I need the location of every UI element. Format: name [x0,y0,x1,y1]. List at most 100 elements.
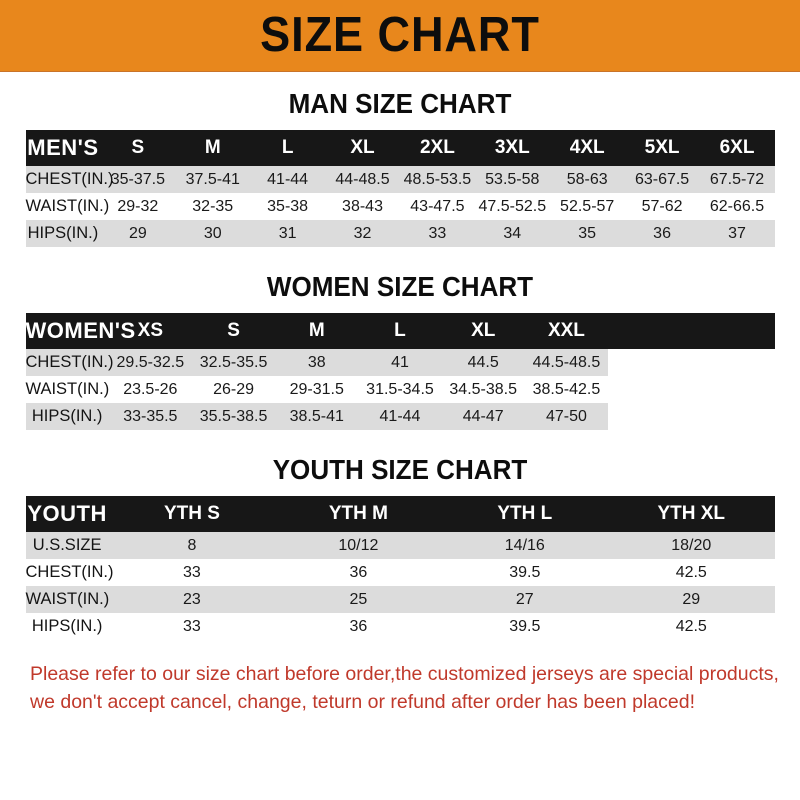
youth-ussize-m: 10/12 [275,532,442,559]
women-table-body: WOMEN'S XS S M L XL XXL CHEST(IN.) 29.5-… [25,313,775,430]
youth-waist-xl: 29 [608,586,775,613]
men-chest-5xl: 63-67.5 [624,166,700,193]
men-table-body: MEN'S S M L XL 2XL 3XL 4XL 5XL 6XL CHEST… [25,130,775,247]
men-size-table: MEN'S S M L XL 2XL 3XL 4XL 5XL 6XL CHEST… [25,130,775,247]
women-hips-s: 35.5-38.5 [191,403,276,430]
men-col-m: M [175,130,251,166]
table-row: CHEST(IN.) 33 36 39.5 42.5 [25,559,775,586]
women-hips-xs: 33-35.5 [108,403,192,430]
section-youth: YOUTH SIZE CHART YOUTH YTH S YTH M YTH L… [0,456,800,640]
women-waist-m: 29-31.5 [275,376,359,403]
youth-waist-m: 25 [275,586,442,613]
women-hips-m: 38.5-41 [275,403,359,430]
spacer-after-women [0,430,800,456]
spacer-men-title [0,118,800,130]
youth-header-label: YOUTH [25,496,109,532]
section-women: WOMEN SIZE CHART WOMEN'S XS S M L XL XXL… [0,273,800,430]
youth-waist-l: 27 [441,586,609,613]
youth-col-yth-s: YTH S [108,496,276,532]
women-hips-xl: 44-47 [441,403,525,430]
table-row: CHEST(IN.) 29.5-32.5 32.5-35.5 38 41 44.… [25,349,775,376]
youth-hips-xl: 42.5 [608,613,775,640]
men-row-label-chest: CHEST(IN.) [25,166,114,193]
men-hips-4xl: 35 [549,220,625,247]
men-waist-4xl: 52.5-57 [549,193,625,220]
men-chest-2xl: 48.5-53.5 [399,166,475,193]
youth-ussize-s: 8 [108,532,276,559]
women-row-label-waist: WAIST(IN.) [25,376,109,403]
youth-col-yth-xl: YTH XL [608,496,775,532]
youth-hips-l: 39.5 [441,613,609,640]
women-chest-xxl: 44.5-48.5 [524,349,609,376]
youth-chest-l: 39.5 [441,559,609,586]
table-row: CHEST(IN.) 35-37.5 37.5-41 41-44 44-48.5… [25,166,775,193]
men-waist-5xl: 57-62 [624,193,700,220]
women-hips-filler-1 [608,403,692,430]
men-hips-xl: 32 [325,220,400,247]
men-chest-6xl: 67.5-72 [699,166,775,193]
men-row-label-waist: WAIST(IN.) [25,193,109,220]
women-header-filler-1 [608,313,692,349]
youth-table-body: YOUTH YTH S YTH M YTH L YTH XL U.S.SIZE … [25,496,775,640]
men-col-s: S [100,130,176,166]
table-row: WAIST(IN.) 29-32 32-35 35-38 38-43 43-47… [25,193,775,220]
youth-chest-xl: 42.5 [608,559,775,586]
men-waist-s: 29-32 [100,193,176,220]
men-chest-4xl: 58-63 [549,166,625,193]
women-header-filler-2 [691,313,775,349]
youth-row-label-chest: CHEST(IN.) [25,559,114,586]
section-title-women: WOMEN SIZE CHART [266,271,534,302]
youth-chest-m: 36 [275,559,442,586]
youth-hips-s: 33 [108,613,276,640]
women-waist-l: 31.5-34.5 [358,376,442,403]
men-waist-6xl: 62-66.5 [699,193,775,220]
women-col-s: S [191,313,276,349]
women-waist-xs: 23.5-26 [108,376,192,403]
youth-size-table: YOUTH YTH S YTH M YTH L YTH XL U.S.SIZE … [25,496,775,640]
men-hips-2xl: 33 [399,220,475,247]
men-hips-l: 31 [250,220,326,247]
spacer-after-men [0,247,800,273]
table-row: HIPS(IN.) 29 30 31 32 33 34 35 36 37 [25,220,775,247]
men-hips-3xl: 34 [474,220,550,247]
section-title-men: MAN SIZE CHART [288,88,512,119]
men-chest-s: 35-37.5 [100,166,176,193]
women-hips-xxl: 47-50 [524,403,609,430]
men-row-label-hips: HIPS(IN.) [25,220,101,247]
women-row-label-chest: CHEST(IN.) [25,349,114,376]
men-hips-6xl: 37 [699,220,775,247]
order-policy-note: Please refer to our size chart before or… [20,660,780,717]
women-chest-xs: 29.5-32.5 [108,349,192,376]
spacer-youth-title [0,484,800,496]
spacer-women-title [0,301,800,313]
men-waist-3xl: 47.5-52.5 [474,193,550,220]
women-col-xl: XL [441,313,525,349]
women-chest-s: 32.5-35.5 [191,349,276,376]
page-banner: SIZE CHART [0,0,800,72]
women-header-row: WOMEN'S XS S M L XL XXL [25,313,775,349]
table-row: U.S.SIZE 8 10/12 14/16 18/20 [25,532,775,559]
youth-ussize-l: 14/16 [441,532,609,559]
men-waist-l: 35-38 [250,193,326,220]
women-col-l: L [358,313,442,349]
men-hips-s: 29 [100,220,176,247]
women-waist-xxl: 38.5-42.5 [524,376,609,403]
men-col-5xl: 5XL [624,130,700,166]
women-size-table: WOMEN'S XS S M L XL XXL CHEST(IN.) 29.5-… [25,313,775,430]
youth-col-yth-m: YTH M [275,496,442,532]
women-header-label: WOMEN'S [25,313,135,349]
youth-waist-s: 23 [108,586,276,613]
women-hips-l: 41-44 [358,403,442,430]
women-waist-xl: 34.5-38.5 [441,376,525,403]
women-waist-filler-1 [608,376,692,403]
men-chest-l: 41-44 [250,166,326,193]
youth-row-label-waist: WAIST(IN.) [25,586,109,613]
table-row: HIPS(IN.) 33-35.5 35.5-38.5 38.5-41 41-4… [25,403,775,430]
women-col-xs: XS [108,313,192,349]
men-chest-xl: 44-48.5 [325,166,400,193]
men-col-l: L [250,130,326,166]
men-col-3xl: 3XL [474,130,550,166]
section-title-youth: YOUTH SIZE CHART [272,454,528,485]
table-row: WAIST(IN.) 23 25 27 29 [25,586,775,613]
men-waist-m: 32-35 [175,193,251,220]
